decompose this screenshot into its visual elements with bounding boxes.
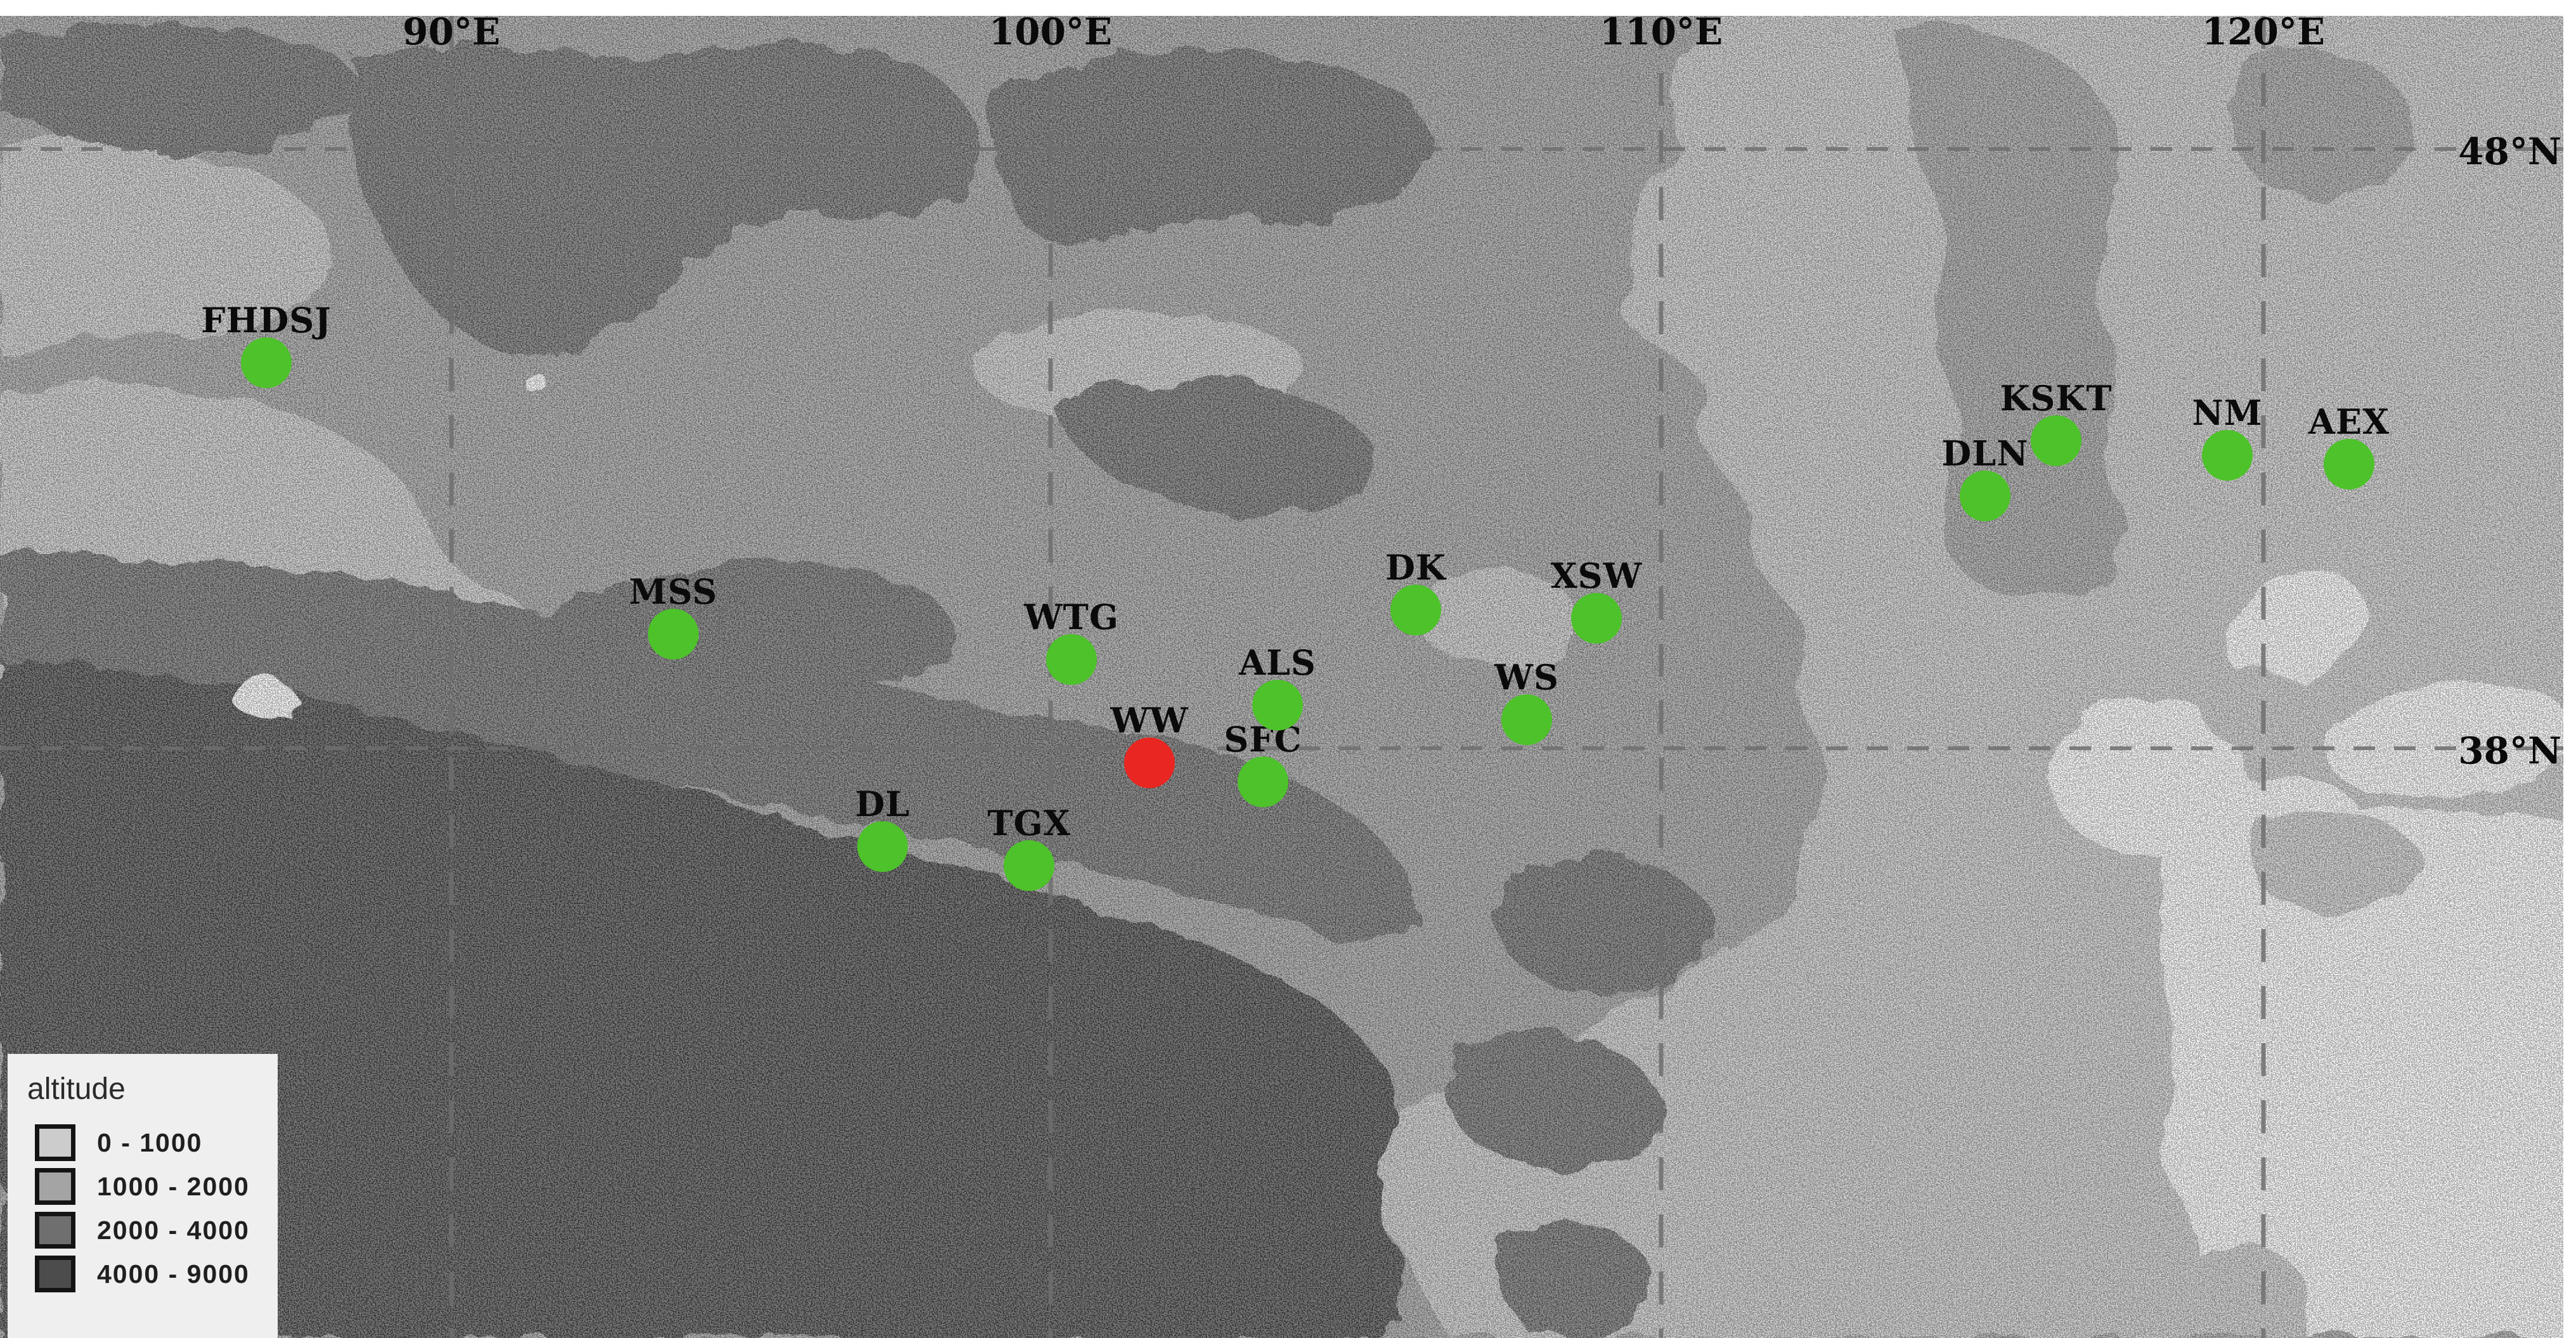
parallel-label-48°N: 48°N bbox=[2458, 130, 2561, 173]
station-dot-XSW[interactable] bbox=[1571, 593, 1622, 644]
legend-row-1: 1000 - 2000 bbox=[35, 1168, 278, 1205]
station-label-ALS: ALS bbox=[1238, 642, 1316, 683]
station-dot-ALS[interactable] bbox=[1252, 680, 1303, 731]
station-dot-KSKT[interactable] bbox=[2031, 415, 2081, 466]
legend-row-0: 0 - 1000 bbox=[35, 1124, 278, 1161]
legend-swatch-3 bbox=[35, 1256, 75, 1292]
legend-title: altitude bbox=[27, 1072, 278, 1107]
altitude-legend: altitude 0 - 1000 1000 - 2000 2000 - 4000 4… bbox=[8, 1054, 278, 1338]
meridian-label-110°E: 110°E bbox=[1600, 10, 1723, 53]
legend-swatch-1 bbox=[35, 1168, 75, 1205]
station-label-TGX: TGX bbox=[987, 803, 1070, 843]
station-dot-DLN[interactable] bbox=[1960, 471, 2010, 521]
station-dot-TGX[interactable] bbox=[1004, 840, 1054, 891]
station-label-WS: WS bbox=[1494, 657, 1559, 698]
altitude-map-screen: 90°E 100°E 110°E 120°E 48°N 38°N FHDSJ MSS WTG W… bbox=[0, 0, 2576, 1338]
station-dot-DK[interactable] bbox=[1390, 585, 1441, 635]
station-label-DK: DK bbox=[1385, 547, 1447, 588]
station-label-WW: WW bbox=[1110, 700, 1189, 741]
station-dot-WS[interactable] bbox=[1501, 694, 1552, 745]
station-dot-WTG[interactable] bbox=[1046, 634, 1097, 685]
map-canvas: 90°E 100°E 110°E 120°E 48°N 38°N FHDSJ MSS WTG W… bbox=[0, 0, 2576, 1338]
station-dot-FHDSJ[interactable] bbox=[241, 337, 292, 388]
station-label-FHDSJ: FHDSJ bbox=[201, 300, 332, 341]
station-dot-SFC[interactable] bbox=[1238, 757, 1288, 807]
legend-rows: 0 - 1000 1000 - 2000 2000 - 4000 4000 - 900… bbox=[22, 1124, 278, 1292]
station-label-MSS: MSS bbox=[629, 571, 718, 612]
legend-label-0: 0 - 1000 bbox=[97, 1128, 202, 1158]
station-dot-NM[interactable] bbox=[2202, 430, 2253, 481]
station-dot-WW[interactable] bbox=[1124, 737, 1175, 788]
station-dot-DL[interactable] bbox=[857, 821, 908, 872]
meridian-label-90°E: 90°E bbox=[403, 10, 500, 53]
legend-swatch-2 bbox=[35, 1212, 75, 1249]
station-label-XSW: XSW bbox=[1551, 555, 1643, 596]
station-label-NM: NM bbox=[2192, 393, 2262, 433]
station-dot-AEX[interactable] bbox=[2324, 439, 2374, 490]
legend-row-3: 4000 - 9000 bbox=[35, 1256, 278, 1292]
meridian-label-120°E: 120°E bbox=[2202, 10, 2325, 53]
legend-label-3: 4000 - 9000 bbox=[97, 1259, 250, 1289]
legend-label-2: 2000 - 4000 bbox=[97, 1216, 250, 1245]
station-label-AEX: AEX bbox=[2308, 401, 2390, 442]
legend-label-1: 1000 - 2000 bbox=[97, 1172, 250, 1202]
station-dot-MSS[interactable] bbox=[648, 609, 699, 659]
parallel-label-38°N: 38°N bbox=[2458, 729, 2561, 772]
legend-swatch-0 bbox=[35, 1124, 75, 1161]
station-label-KSKT: KSKT bbox=[2000, 378, 2112, 419]
station-label-DL: DL bbox=[855, 784, 910, 824]
station-label-DLN: DLN bbox=[1941, 433, 2028, 474]
legend-row-2: 2000 - 4000 bbox=[35, 1212, 278, 1249]
meridian-label-100°E: 100°E bbox=[989, 10, 1112, 53]
station-label-WTG: WTG bbox=[1023, 597, 1119, 637]
